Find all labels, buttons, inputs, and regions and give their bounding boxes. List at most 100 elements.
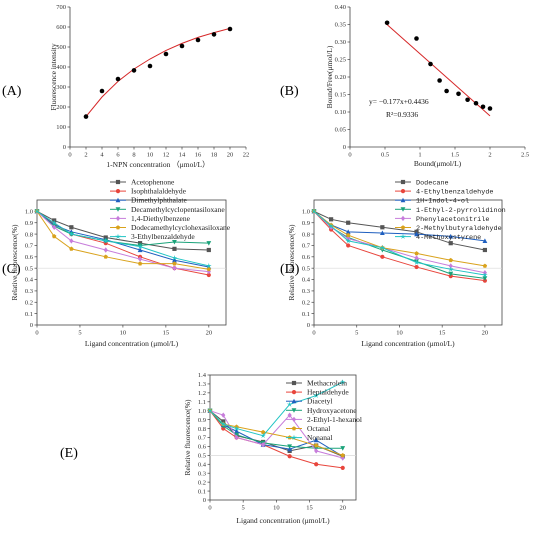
- legend-marker: [291, 426, 297, 431]
- data-point: [260, 429, 266, 434]
- data-point: [448, 271, 454, 277]
- data-point: [172, 261, 177, 266]
- legend-entry: Isophthalaldehyde: [131, 187, 187, 196]
- y-tick-label: 100: [56, 124, 66, 131]
- x-axis-label: Ligand concentration (μmol/L): [85, 339, 179, 348]
- legend-marker: [115, 207, 121, 212]
- legend-entry: 2-Ethyl-1-hexanol: [307, 415, 362, 424]
- legend-marker: [400, 225, 406, 230]
- y-tick-label: 0.4: [25, 277, 34, 284]
- x-axis-label: Ligand concentration (μmol/L): [236, 516, 330, 525]
- legend-entry: 1-Ethyl-2-pyrrolidinon: [416, 207, 506, 215]
- data-point: [51, 234, 57, 239]
- legend-marker: [400, 197, 406, 203]
- y-tick-label: 1.0: [198, 408, 206, 415]
- fit-line: [85, 27, 231, 117]
- y-tick-label: 0.6: [302, 254, 311, 261]
- legend-marker: [400, 207, 406, 212]
- data-point: [205, 262, 212, 269]
- data-point: [287, 454, 292, 459]
- legend-marker: [115, 215, 121, 222]
- panel-c: (C) 0 5 10 15 20 0 0.1 0.2 0.3 0.4 0.5 0.6 0.7 0.8 0.9 1…: [2, 178, 231, 349]
- x-tick-label: 5: [355, 330, 358, 337]
- legend-entry: Dimethylphthalate: [131, 196, 187, 205]
- data-point: [346, 243, 351, 248]
- y-tick-label: 0.4: [302, 277, 311, 284]
- y-tick-label: 0.8: [198, 426, 206, 433]
- legend-entry: Dodecamethylcyclohexasiloxane: [131, 223, 231, 232]
- legend-entry: Nonanal: [307, 433, 332, 442]
- legend-marker: [115, 179, 121, 185]
- x-tick-label: 2: [488, 152, 491, 159]
- x-axis-label: Bound(μmol/L): [414, 159, 462, 168]
- y-tick-label: 300: [56, 84, 66, 91]
- y-tick-label: 1.3: [198, 381, 206, 388]
- panel-label: (E): [60, 446, 78, 461]
- data-point: [172, 246, 177, 251]
- y-tick-label: 200: [56, 104, 66, 111]
- data-point: [172, 265, 177, 271]
- data-point: [414, 231, 419, 237]
- data-point: [328, 224, 334, 230]
- data-point: [115, 76, 121, 82]
- y-tick-label: 1.2: [198, 390, 206, 397]
- legend-entry: Methacrolein: [307, 379, 347, 388]
- y-tick-label: 0.5: [25, 265, 33, 272]
- data-point: [234, 428, 239, 434]
- legend-marker: [115, 197, 121, 203]
- legend-marker: [115, 225, 121, 230]
- y-tick-label: 1.0: [25, 209, 33, 216]
- data-point: [103, 247, 108, 253]
- data-point: [207, 407, 213, 414]
- x-tick-label: 0: [312, 330, 315, 337]
- data-point: [206, 241, 212, 246]
- y-tick-label: 1.1: [198, 399, 206, 406]
- data-point: [137, 256, 143, 262]
- y-axis-label: Relative fluorescence(%): [183, 399, 192, 476]
- data-point: [103, 254, 108, 259]
- x-tick-label: 15: [306, 505, 313, 512]
- data-point: [311, 208, 317, 214]
- legend-marker: [400, 179, 406, 185]
- data-point: [482, 247, 488, 253]
- x-tick-label: 5: [78, 330, 81, 337]
- y-tick-label: 0.1: [25, 311, 33, 318]
- y-tick-label: 1.4: [198, 372, 207, 379]
- data-point: [414, 264, 419, 270]
- data-point: [482, 272, 488, 278]
- panel-e: (E) 0 5 10 15 20 0 0.1 0.2 0.3 0.40.5 0.6 0.7 0.8 0.9 1…: [60, 372, 362, 525]
- data-point: [313, 443, 319, 448]
- legend-entry: Phenylacetonitrile: [416, 216, 489, 224]
- r-squared-label: R²=0.9336: [386, 110, 418, 119]
- data-point: [473, 100, 479, 106]
- data-point: [313, 392, 320, 398]
- y-tick-label: 700: [56, 4, 66, 11]
- data-point: [220, 421, 227, 427]
- y-tick-label: 0.7: [302, 243, 311, 250]
- y-tick-label: 0.6: [198, 444, 207, 451]
- fit-line: [384, 22, 491, 117]
- data-point: [379, 244, 386, 251]
- data-point: [313, 437, 319, 443]
- data-point: [172, 257, 177, 263]
- x-tick-label: 1.5: [451, 152, 459, 159]
- data-point: [99, 88, 105, 94]
- data-point: [480, 104, 486, 110]
- data-point: [414, 255, 419, 261]
- data-point: [137, 247, 143, 253]
- x-axis-label: 1-NPN concentration （μmol/L）: [106, 160, 209, 169]
- y-tick-label: 0.35: [335, 22, 346, 29]
- legend-entry: 3-Ethylbenzaldehyde: [131, 232, 195, 241]
- data-point: [68, 231, 75, 237]
- data-point: [102, 237, 109, 244]
- data-point: [487, 106, 493, 111]
- panel-a: (A) 0 2 4 6 8 10 12 14 16 18 20 22 0 100 200 300 400 500 60…: [2, 4, 249, 169]
- data-point: [340, 446, 346, 451]
- data-point: [211, 32, 217, 37]
- panel-label: (B): [280, 84, 299, 99]
- data-point: [482, 276, 488, 281]
- data-point: [340, 453, 345, 458]
- y-tick-label: 0.3: [302, 288, 310, 295]
- data-point: [221, 412, 226, 418]
